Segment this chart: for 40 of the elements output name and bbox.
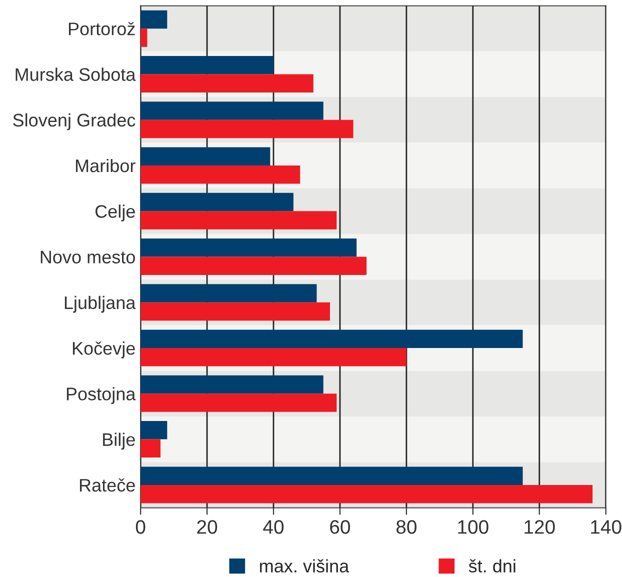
y-tick-label: Ljubljana: [64, 296, 136, 313]
bar: [140, 421, 168, 440]
bar: [140, 439, 161, 458]
bar: [140, 375, 324, 394]
x-tick-label: 40: [263, 520, 284, 534]
y-tick-label: Bilje: [103, 432, 135, 450]
y-tick-label: Novo mesto: [40, 250, 135, 264]
x-tick-label: 0: [136, 520, 146, 534]
x-tick-label: 60: [330, 520, 350, 534]
bar: [140, 238, 357, 257]
y-tick-label: Portorož: [68, 22, 135, 36]
legend-label: max. višina: [260, 559, 350, 573]
bar: [140, 348, 406, 366]
x-tick-label: 140: [591, 520, 622, 534]
y-tick-label: Slovenj Gradec: [13, 113, 136, 130]
bar: [140, 165, 300, 184]
bar: [140, 74, 314, 92]
bar: [140, 102, 324, 120]
bar: [140, 302, 330, 321]
x-tick-label: 100: [458, 520, 488, 534]
bar: [140, 10, 168, 29]
y-tick-label: Murska Sobota: [16, 68, 136, 81]
x-tick-label: 120: [524, 520, 555, 534]
bar: [140, 120, 354, 138]
bar: [140, 192, 294, 212]
bar: [140, 284, 317, 302]
bar: [140, 256, 367, 276]
legend-label: št. dni: [468, 559, 516, 573]
bar: [140, 28, 148, 47]
y-tick-label: Rateče: [80, 478, 135, 492]
y-tick-label: Maribor: [76, 158, 136, 172]
y-tick-label: Kočevje: [72, 341, 135, 358]
bar: [140, 56, 274, 74]
y-tick-label: Postojna: [66, 387, 136, 404]
y-tick-label: Celje: [95, 204, 135, 222]
x-tick-label: 20: [197, 520, 218, 534]
bar: [140, 394, 337, 412]
bar: [140, 211, 337, 230]
x-tick-label: 80: [396, 520, 416, 534]
bar: [140, 147, 270, 166]
